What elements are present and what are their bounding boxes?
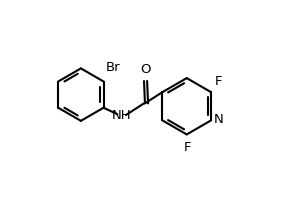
Text: O: O	[140, 63, 151, 76]
Text: NH: NH	[112, 109, 132, 122]
Text: F: F	[215, 75, 223, 88]
Text: N: N	[213, 113, 223, 126]
Text: Br: Br	[105, 61, 120, 74]
Text: F: F	[184, 141, 192, 154]
